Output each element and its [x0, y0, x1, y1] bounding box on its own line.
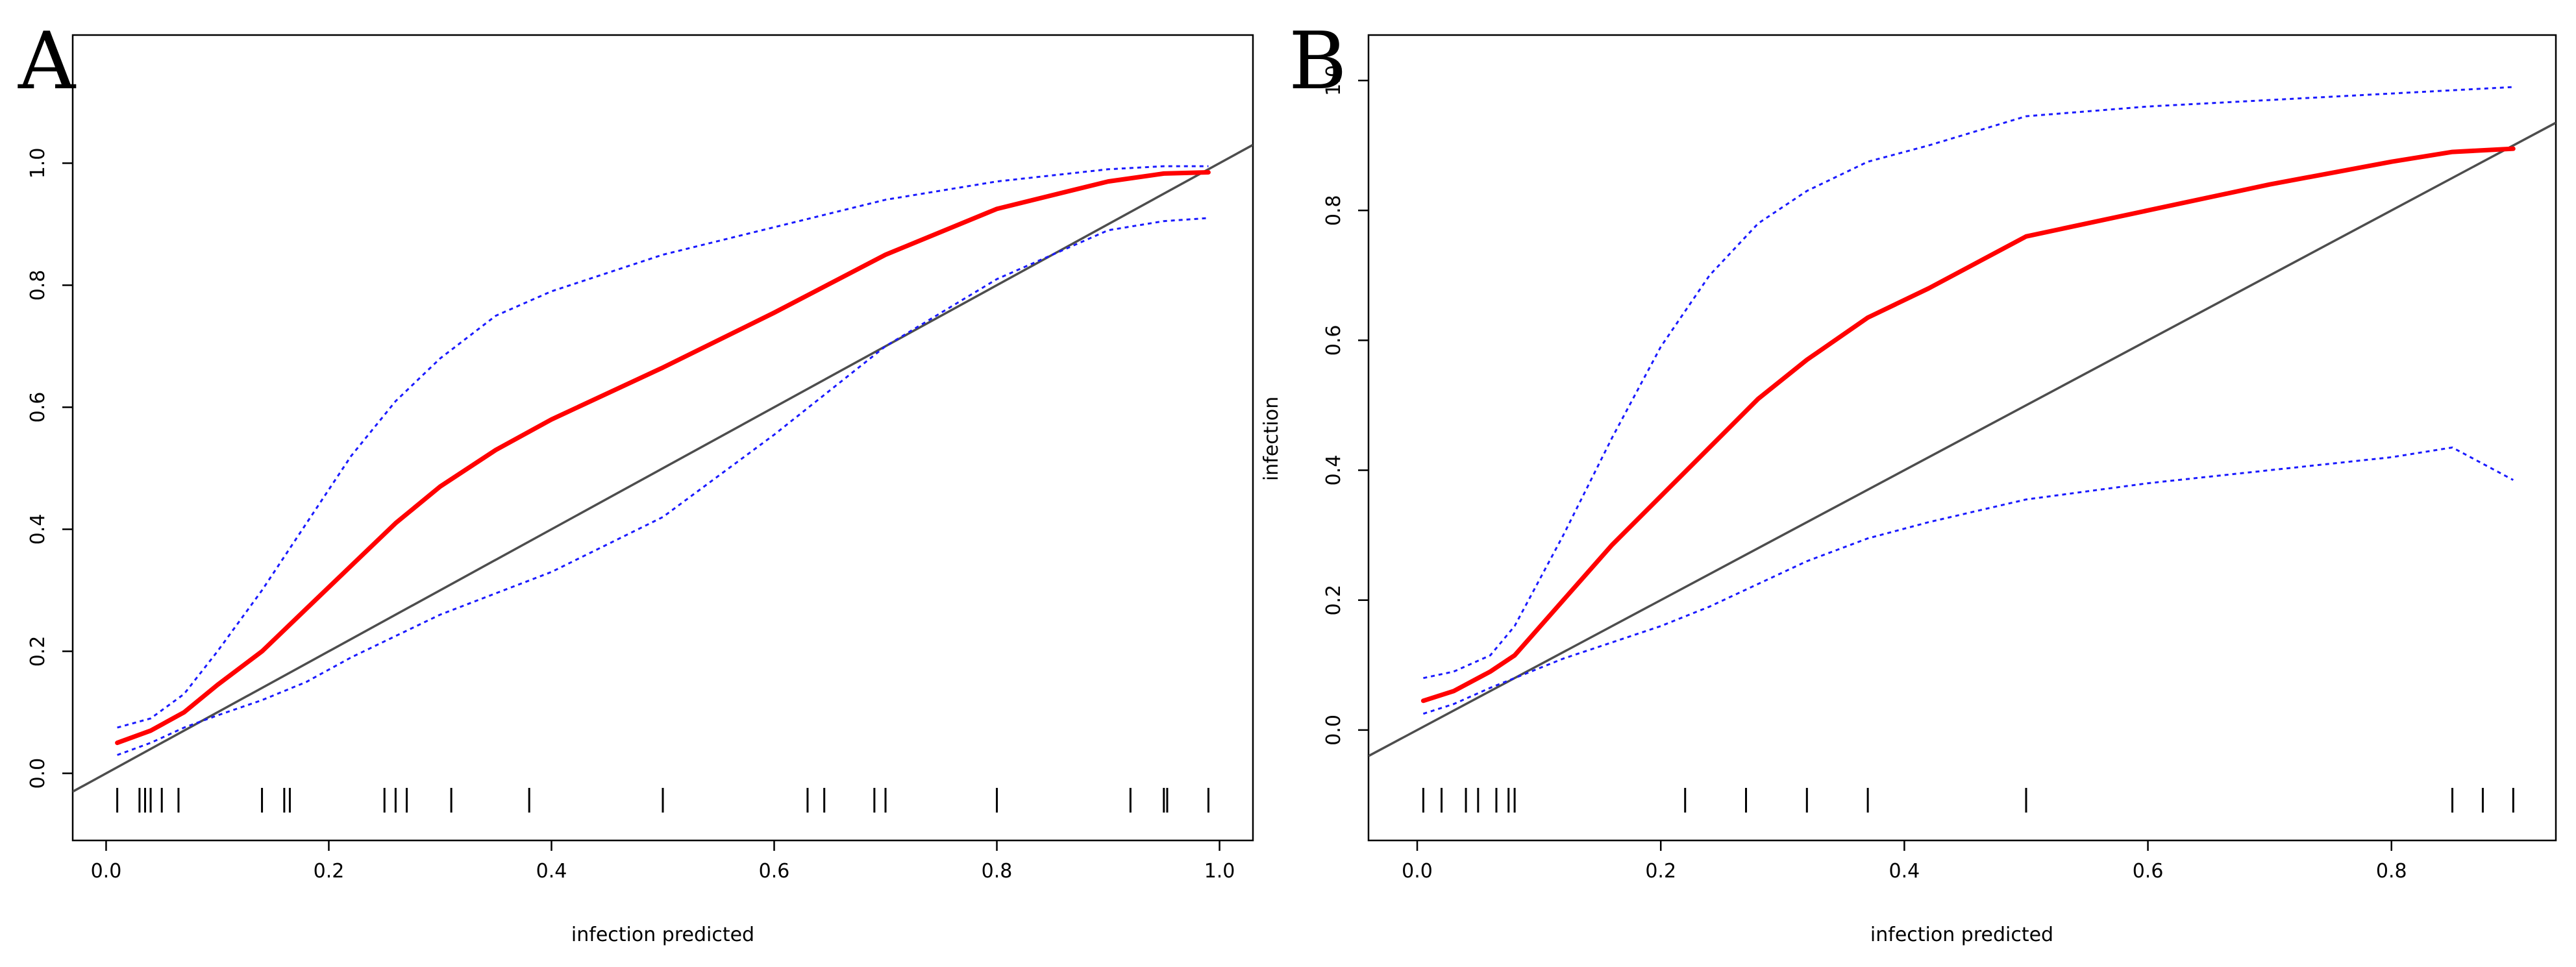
x-tick-label-a-4: 0.8	[982, 860, 1013, 883]
x-axis-label-b: infection predicted	[1870, 924, 2053, 946]
y-tick-label-b-5: 1.0	[1322, 65, 1345, 96]
x-axis-label-a: infection predicted	[571, 924, 754, 946]
y-tick-label-a-2: 0.4	[27, 514, 49, 545]
y-tick-label-b-1: 0.2	[1322, 585, 1345, 616]
x-tick-label-a-0: 0.0	[91, 860, 122, 883]
x-tick-label-a-3: 0.6	[759, 860, 790, 883]
series-upper-confidence-limit-b	[1423, 86, 2514, 679]
x-tick-label-b-2: 0.4	[1889, 860, 1920, 883]
y-axis-label-b: infection	[1260, 397, 1283, 481]
series-lower-confidence-limit-a	[117, 217, 1209, 756]
y-tick-label-a-3: 0.6	[27, 392, 49, 423]
x-tick-label-b-4: 0.8	[2376, 860, 2407, 883]
plot-frame-a	[71, 34, 1254, 842]
x-tick-label-b-0: 0.0	[1402, 860, 1433, 883]
y-tick-label-b-4: 0.8	[1322, 195, 1345, 226]
panel-a-plot: 0.0 0.2 0.4 0.6 0.8 1.0 0.0 0.2 0.4 0.6 0.8 1.0 infe…	[27, 34, 1254, 946]
y-tick-label-a-4: 0.8	[27, 270, 49, 301]
series-calibration-a	[115, 170, 1211, 746]
y-tick-label-b-3: 0.6	[1322, 325, 1345, 356]
x-tick-label-a-1: 0.2	[314, 860, 345, 883]
series-lower-confidence-limit-b	[1422, 446, 2514, 715]
y-tick-label-a-1: 0.2	[27, 636, 49, 667]
panel-letter-a: A	[18, 15, 77, 107]
y-tick-label-a-0: 0.0	[27, 758, 49, 789]
series-ideal-a	[73, 143, 1253, 793]
panel-letter-b: B	[1289, 15, 1347, 107]
series-calibration-b	[1420, 146, 2516, 704]
y-tick-label-a-5: 1.0	[27, 148, 49, 179]
panel-b-plot: 0.0 0.2 0.4 0.6 0.8 0.0 0.2 0.4 0.6 0.8 1.0 infecti…	[1260, 34, 2557, 946]
y-tick-label-b-2: 0.4	[1322, 455, 1345, 486]
plot-frame-b	[1367, 34, 2557, 842]
x-tick-label-a-2: 0.4	[536, 860, 567, 883]
x-tick-label-b-3: 0.6	[2133, 860, 2164, 883]
series-ideal-b	[1368, 121, 2556, 757]
series-upper-confidence-limit-a	[117, 165, 1209, 729]
x-tick-label-a-5: 1.0	[1204, 860, 1235, 883]
x-tick-label-b-1: 0.2	[1645, 860, 1676, 883]
y-tick-label-b-0: 0.0	[1322, 715, 1345, 746]
